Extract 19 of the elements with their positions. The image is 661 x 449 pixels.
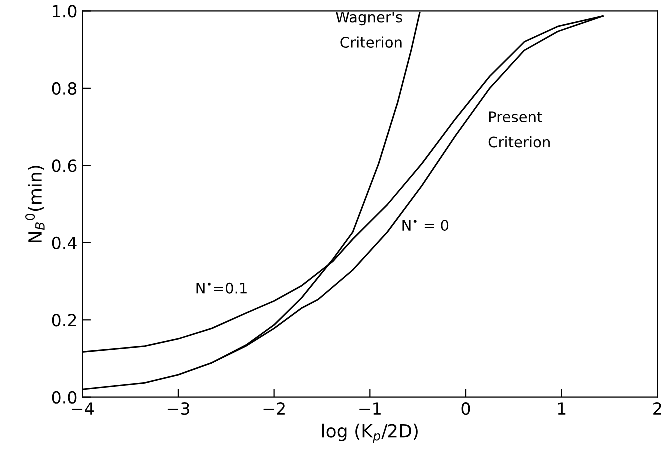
y-tick-label: 0.0 xyxy=(52,391,77,404)
annotation: Present Criterion xyxy=(488,112,550,148)
x-axis-title: log (K$_{p}$/2D) xyxy=(322,424,418,444)
x-tick-label: −4 xyxy=(72,402,94,415)
series-label: N$^{•}$=0.1 xyxy=(196,282,247,294)
x-tick-label: −1 xyxy=(360,402,381,415)
x-tick-label: −2 xyxy=(264,402,285,415)
y-tick-label: 1.0 xyxy=(53,5,77,18)
x-tick-label: −3 xyxy=(168,402,190,416)
x-tick-label: 0 xyxy=(462,402,470,416)
y-tick-label: 0.4 xyxy=(52,236,77,250)
series-label: Wagner's Criterion xyxy=(336,12,402,48)
y-axis-title: N$_{B}$$^{0}$(min) xyxy=(26,166,45,242)
y-tick-label: 0.2 xyxy=(52,314,76,327)
y-tick-label: 0.6 xyxy=(52,160,77,172)
series-label: N$^{•}$ = 0 xyxy=(402,220,449,232)
x-tick-label: 2 xyxy=(654,402,661,415)
y-tick-label: 0.8 xyxy=(52,82,77,96)
x-tick-label: 1 xyxy=(558,402,566,415)
